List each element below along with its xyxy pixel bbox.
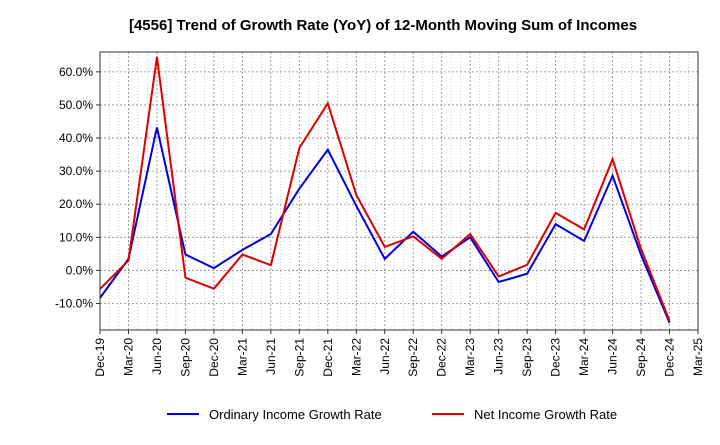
x-tick-label: Mar-22 xyxy=(349,338,363,376)
x-tick-label: Dec-20 xyxy=(207,338,221,377)
y-tick-label: 40.0% xyxy=(59,131,93,145)
x-tick-label: Mar-20 xyxy=(121,338,135,376)
y-tick-label: 0.0% xyxy=(66,263,94,277)
y-axis-ticks: -10.0% 0.0% 10.0% 20.0% 30.0% 40.0% 50.0% 60.0% xyxy=(55,65,100,311)
x-tick-label: Mar-24 xyxy=(577,338,591,376)
x-tick-label: Sep-22 xyxy=(406,338,420,377)
x-tick-label: Mar-21 xyxy=(235,338,249,376)
legend: Ordinary Income Growth Rate Net Income Gr… xyxy=(167,407,617,422)
chart-title: [4556] Trend of Growth Rate (YoY) of 12-… xyxy=(129,17,637,34)
y-tick-label: 60.0% xyxy=(59,65,93,79)
x-tick-label: Jun-22 xyxy=(378,338,392,375)
legend-label: Net Income Growth Rate xyxy=(474,407,617,422)
x-tick-label: Sep-24 xyxy=(634,338,648,377)
x-tick-label: Sep-21 xyxy=(292,338,306,377)
x-tick-label: Sep-20 xyxy=(178,338,192,377)
y-tick-label: 30.0% xyxy=(59,164,93,178)
x-tick-label: Dec-21 xyxy=(321,338,335,377)
x-tick-label: Mar-25 xyxy=(691,338,705,376)
x-tick-label: Mar-23 xyxy=(463,338,477,376)
y-tick-label: 10.0% xyxy=(59,230,93,244)
x-tick-label: Jun-21 xyxy=(264,338,278,375)
legend-label: Ordinary Income Growth Rate xyxy=(209,407,382,422)
x-tick-label: Dec-22 xyxy=(435,338,449,377)
y-tick-label: 50.0% xyxy=(59,98,93,112)
x-tick-label: Jun-24 xyxy=(606,338,620,375)
x-tick-label: Dec-23 xyxy=(549,338,563,377)
x-axis-ticks: Dec-19 Mar-20 Jun-20 Sep-20 Dec-20 Mar-21 Jun-… xyxy=(93,330,705,377)
x-tick-label: Jun-20 xyxy=(150,338,164,375)
x-tick-label: Jun-23 xyxy=(492,338,506,375)
y-tick-label: -10.0% xyxy=(55,297,93,311)
x-tick-label: Dec-24 xyxy=(663,338,677,377)
y-tick-label: 20.0% xyxy=(59,197,93,211)
plot-background xyxy=(100,52,698,330)
x-tick-label: Sep-23 xyxy=(520,338,534,377)
x-tick-label: Dec-19 xyxy=(93,338,107,377)
